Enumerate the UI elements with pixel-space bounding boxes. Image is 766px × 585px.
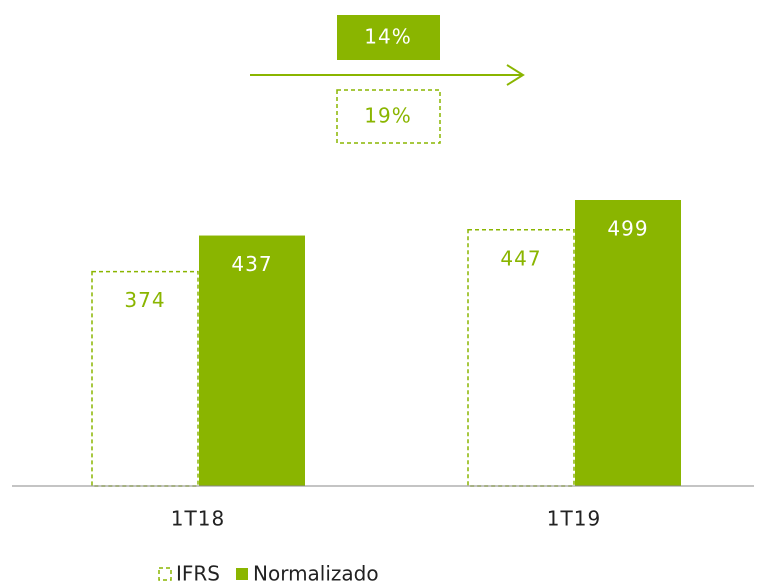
x-tick-label: 1T18: [171, 507, 225, 531]
legend-swatch: [158, 567, 172, 581]
annotation-label: 19%: [364, 104, 411, 128]
value-label: 374: [124, 288, 165, 312]
legend-label: IFRS: [176, 562, 220, 585]
annotation-box: [336, 89, 441, 144]
value-label: 437: [231, 252, 272, 276]
legend-swatch: [236, 568, 248, 580]
bar: [199, 235, 305, 486]
annotation-label: 14%: [364, 25, 411, 49]
annotation-box: [337, 15, 440, 60]
legend-label: Normalizado: [253, 562, 379, 585]
arrow-head: [506, 64, 525, 86]
x-tick-label: 1T19: [547, 507, 601, 531]
value-label: 447: [500, 246, 541, 270]
value-label: 499: [607, 217, 648, 241]
bar: [575, 200, 681, 486]
